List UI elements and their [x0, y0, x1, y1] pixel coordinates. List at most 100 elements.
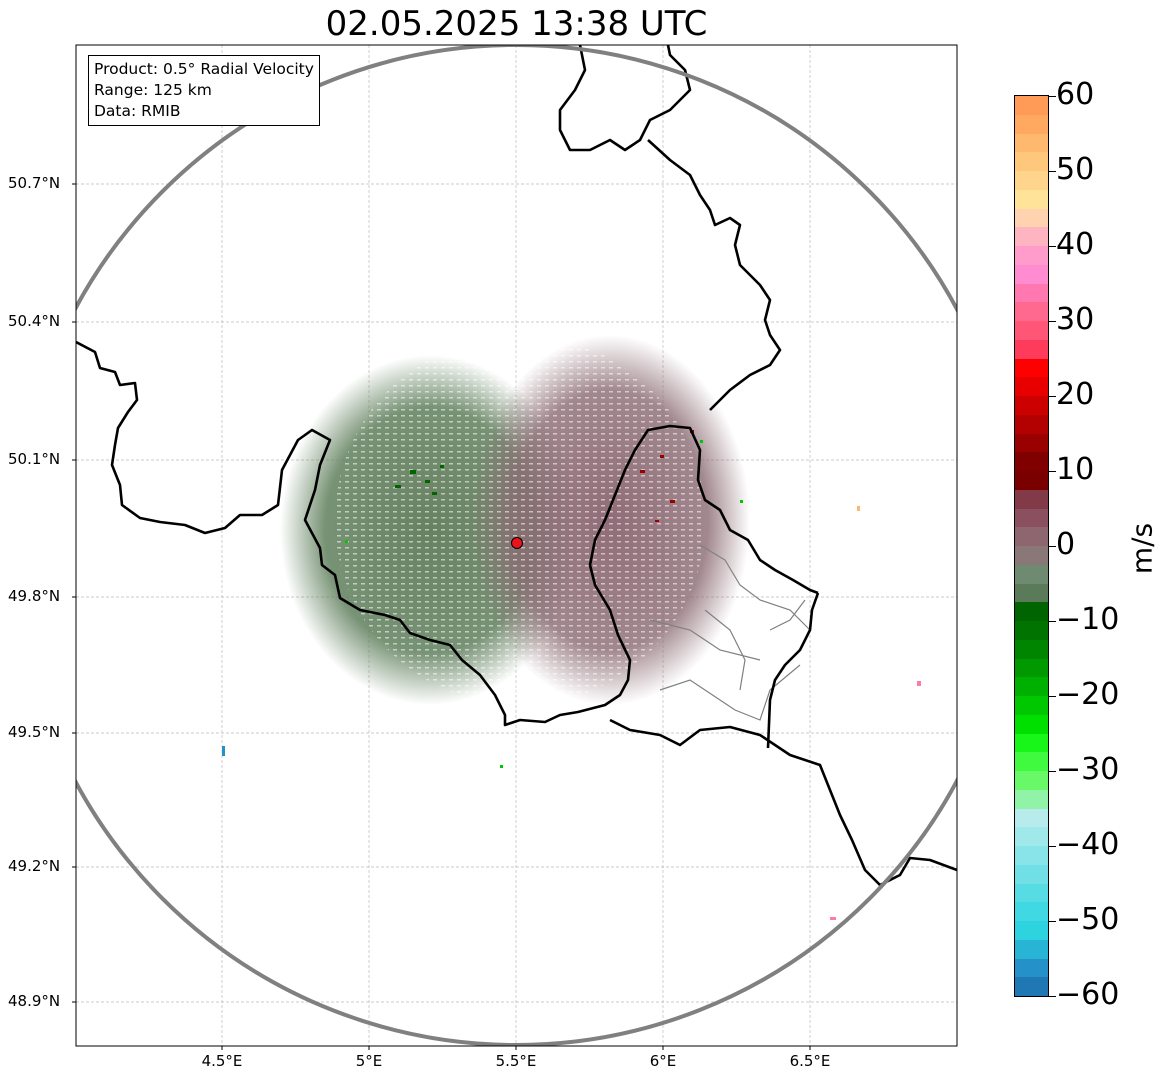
- colorbar-tick-mark: [1049, 996, 1056, 997]
- colorbar-segment: [1015, 752, 1048, 771]
- colorbar-segment: [1015, 733, 1048, 753]
- lat-label: 50.1°N: [8, 450, 61, 468]
- colorbar-segment: [1015, 808, 1048, 828]
- colorbar-segment: [1015, 339, 1048, 359]
- colorbar-segment: [1015, 208, 1048, 228]
- colorbar-segment: [1015, 827, 1048, 846]
- colorbar-segment: [1015, 658, 1048, 678]
- colorbar-segment: [1015, 321, 1048, 340]
- colorbar-segment: [1015, 789, 1048, 809]
- colorbar-segment: [1015, 114, 1048, 134]
- info-product: Product: 0.5° Radial Velocity: [94, 60, 314, 78]
- colorbar-segment: [1015, 621, 1048, 640]
- colorbar-tick-mark: [1049, 846, 1056, 847]
- axis-ticks: [72, 183, 811, 1050]
- colorbar-tick-label: 0: [1056, 527, 1076, 562]
- lon-label: 5.5°E: [495, 1052, 537, 1070]
- colorbar-tick-label: −30: [1056, 752, 1120, 787]
- colorbar-tick-label: −10: [1056, 602, 1120, 637]
- colorbar-segment: [1015, 152, 1048, 171]
- lat-label: 48.9°N: [8, 992, 61, 1010]
- lat-label: 49.8°N: [8, 587, 61, 605]
- colorbar-segment: [1015, 546, 1048, 565]
- colorbar-segment: [1015, 902, 1048, 921]
- colorbar-segment: [1015, 714, 1048, 734]
- colorbar-segment: [1015, 189, 1048, 209]
- colorbar-segment: [1015, 433, 1048, 453]
- colorbar-segment: [1015, 564, 1048, 584]
- colorbar-segment: [1015, 414, 1048, 434]
- colorbar-tick-label: 40: [1056, 227, 1095, 262]
- colorbar-segment: [1015, 696, 1048, 715]
- colorbar-segment: [1015, 602, 1048, 621]
- colorbar-tick-label: 30: [1056, 302, 1095, 337]
- colorbar-segment: [1015, 264, 1048, 284]
- colorbar-segment: [1015, 396, 1048, 415]
- colorbar-tick-mark: [1049, 471, 1056, 472]
- colorbar-segment: [1015, 977, 1048, 996]
- colorbar-tick-mark: [1049, 96, 1056, 97]
- radar-site-marker[interactable]: [511, 537, 523, 549]
- colorbar-segment: [1015, 864, 1048, 884]
- lon-label: 4.5°E: [201, 1052, 243, 1070]
- colorbar-segment: [1015, 639, 1048, 659]
- lat-label: 50.4°N: [8, 312, 61, 330]
- info-range: Range: 125 km: [94, 81, 212, 99]
- colorbar-segment: [1015, 227, 1048, 246]
- colorbar-segment: [1015, 377, 1048, 396]
- colorbar-tick-mark: [1049, 321, 1056, 322]
- colorbar-tick-mark: [1049, 546, 1056, 547]
- region-borders: [649, 544, 811, 721]
- country-borders: [76, 45, 957, 887]
- colorbar-tick-label: 50: [1056, 152, 1095, 187]
- colorbar-unit-label: m/s: [1125, 522, 1159, 575]
- colorbar-tick-mark: [1049, 771, 1056, 772]
- colorbar-segment: [1015, 133, 1048, 153]
- colorbar-segment: [1015, 939, 1048, 959]
- colorbar-segment: [1015, 96, 1048, 115]
- radar-echo-field: [222, 335, 921, 920]
- lat-label: 49.2°N: [8, 857, 61, 875]
- colorbar-tick-mark: [1049, 696, 1056, 697]
- colorbar-segment: [1015, 283, 1048, 303]
- colorbar-tick-mark: [1049, 396, 1056, 397]
- colorbar-tick-label: −60: [1056, 977, 1120, 1012]
- colorbar-tick-label: 10: [1056, 452, 1095, 487]
- colorbar-segment: [1015, 958, 1048, 978]
- colorbar-segment: [1015, 508, 1048, 528]
- map-title: 02.05.2025 13:38 UTC: [325, 4, 708, 44]
- info-box: Product: 0.5° Radial Velocity Range: 125…: [88, 55, 320, 126]
- colorbar-tick-label: −20: [1056, 677, 1120, 712]
- colorbar-segment: [1015, 246, 1048, 265]
- colorbar: [1014, 95, 1049, 997]
- colorbar-tick-label: −40: [1056, 827, 1120, 862]
- colorbar-segment: [1015, 302, 1048, 321]
- colorbar-segment: [1015, 883, 1048, 903]
- colorbar-tick-label: 20: [1056, 377, 1095, 412]
- colorbar-tick-label: 60: [1056, 77, 1095, 112]
- colorbar-segment: [1015, 771, 1048, 790]
- range-ring: [76, 45, 957, 1046]
- colorbar-segment: [1015, 358, 1048, 378]
- colorbar-segment: [1015, 677, 1048, 696]
- colorbar-tick-mark: [1049, 621, 1056, 622]
- colorbar-tick-label: −50: [1056, 902, 1120, 937]
- colorbar-segment: [1015, 527, 1048, 546]
- colorbar-segment: [1015, 452, 1048, 471]
- lon-label: 5°E: [355, 1052, 383, 1070]
- info-data-source: Data: RMIB: [94, 102, 181, 120]
- colorbar-segment: [1015, 171, 1048, 190]
- colorbar-segment: [1015, 583, 1048, 603]
- colorbar-segment: [1015, 489, 1048, 509]
- colorbar-segment: [1015, 921, 1048, 940]
- lat-label: 49.5°N: [8, 723, 61, 741]
- lon-label: 6.5°E: [789, 1052, 831, 1070]
- colorbar-tick-mark: [1049, 921, 1056, 922]
- colorbar-segment: [1015, 846, 1048, 865]
- lat-label: 50.7°N: [8, 174, 61, 192]
- colorbar-segment: [1015, 471, 1048, 490]
- colorbar-tick-mark: [1049, 246, 1056, 247]
- lon-label: 6°E: [649, 1052, 677, 1070]
- colorbar-tick-mark: [1049, 171, 1056, 172]
